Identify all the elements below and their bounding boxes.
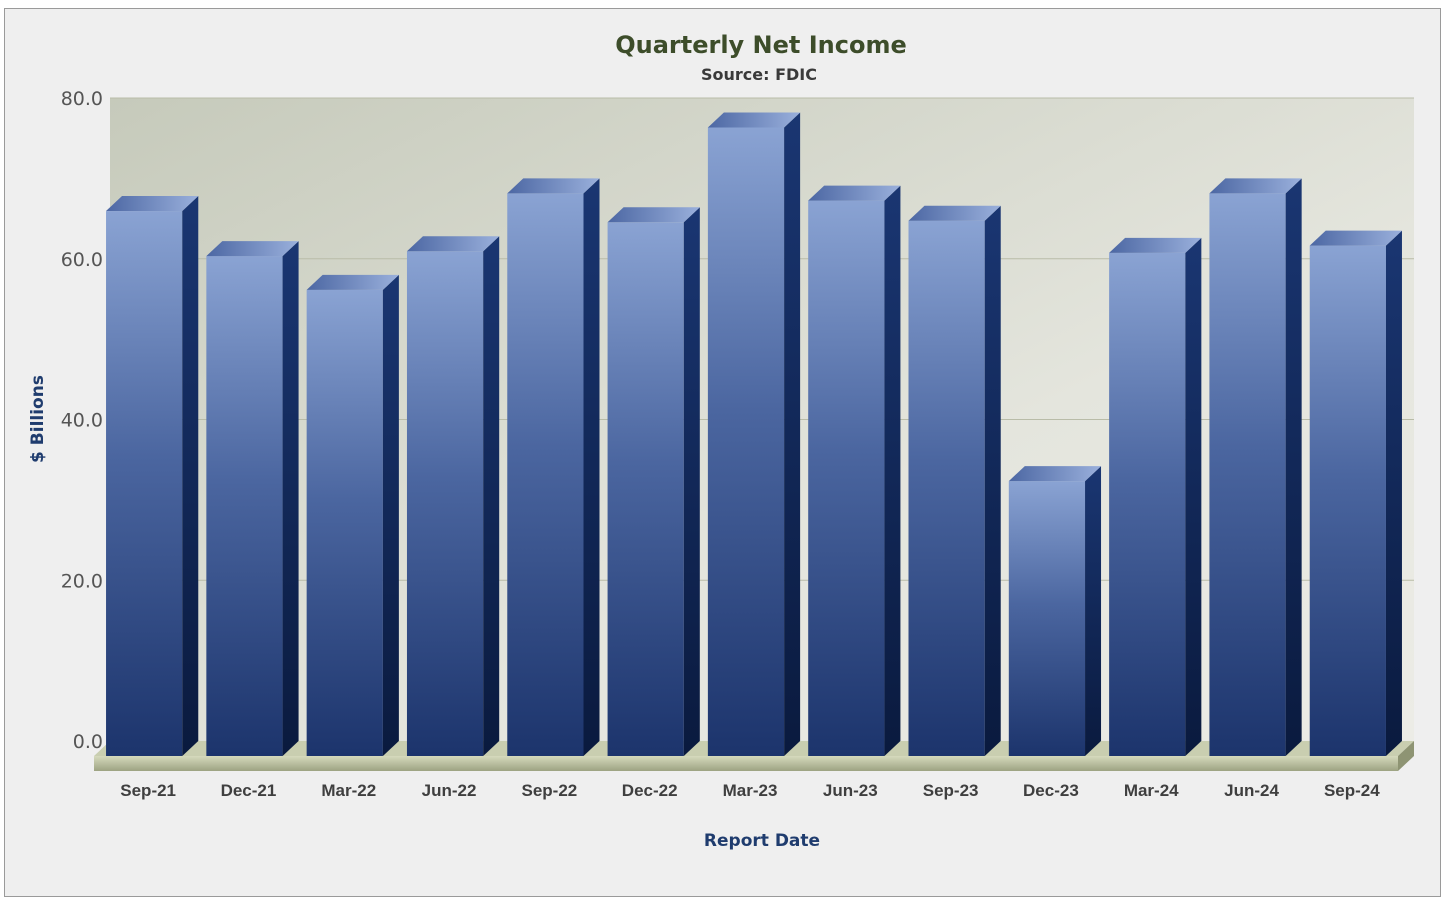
y-axis-label: $ Billions (28, 375, 48, 463)
bar-side (382, 274, 399, 756)
bar-top (707, 112, 801, 128)
y-tick-label: 20.0 (61, 570, 103, 592)
bar (1309, 230, 1402, 756)
bar-top (1309, 230, 1402, 246)
bar-front (607, 222, 684, 756)
bar (507, 178, 600, 756)
bar (908, 205, 1001, 756)
bar-side (683, 207, 700, 756)
bar-front (908, 220, 985, 756)
bar-top (808, 185, 901, 201)
bar (1008, 466, 1102, 756)
x-tick-label: Dec-22 (622, 781, 678, 800)
y-tick-label: 40.0 (61, 410, 103, 432)
y-tick-label: 0.0 (73, 731, 103, 753)
bar-front (1209, 193, 1286, 756)
bar (306, 274, 399, 756)
bar (707, 112, 801, 756)
y-tick-label: 60.0 (61, 249, 103, 271)
bar-top (507, 178, 600, 194)
y-tick-label: 80.0 (61, 88, 103, 110)
x-tick-label: Jun-23 (823, 781, 878, 800)
bar-side (1285, 178, 1302, 756)
bar-side (282, 241, 299, 756)
chart-title: Quarterly Net Income (615, 31, 907, 59)
x-tick-label: Sep-24 (1324, 781, 1380, 800)
x-axis-label: Report Date (704, 831, 820, 851)
y-axis-ticks: 0.0 20.0 40.0 60.0 80.0 (61, 88, 103, 753)
x-tick-label: Jun-24 (1224, 781, 1279, 800)
bar (607, 207, 700, 756)
bar-front (106, 211, 183, 756)
x-tick-label: Mar-23 (723, 781, 778, 800)
bar-front (206, 256, 283, 756)
bars (106, 112, 1402, 757)
bar-side (984, 205, 1001, 756)
bar-side (483, 236, 500, 756)
bar-side (884, 185, 901, 756)
bar-front (1309, 245, 1386, 756)
bar (106, 196, 199, 756)
bar-top (1109, 237, 1202, 253)
bar-top (607, 207, 700, 223)
bar-front (406, 251, 484, 756)
x-tick-label: Sep-22 (522, 781, 578, 800)
bar-side (1185, 237, 1202, 757)
bar-top (406, 236, 500, 252)
x-tick-label: Dec-21 (221, 781, 277, 800)
x-tick-label: Mar-24 (1124, 781, 1179, 800)
bar-front (808, 200, 885, 756)
x-axis-ticks: Sep-21 Dec-21 Mar-22 Jun-22 Sep-22 Dec-22 Mar-… (120, 781, 1380, 800)
bar-front (1008, 481, 1086, 756)
bar-front (507, 193, 584, 756)
bar-top (1209, 178, 1302, 194)
x-tick-label: Sep-21 (120, 781, 176, 800)
bar-top (106, 196, 199, 212)
x-tick-label: Sep-23 (923, 781, 979, 800)
bar-top (206, 241, 299, 257)
bar-top (1008, 466, 1102, 482)
bar-top (908, 205, 1001, 221)
bar (1109, 237, 1202, 757)
bar (406, 236, 500, 756)
x-tick-label: Dec-23 (1023, 781, 1079, 800)
bar-side (784, 112, 801, 756)
bar-side (1385, 230, 1402, 756)
bar (206, 241, 299, 756)
bar-front (707, 127, 785, 756)
bar-front (306, 289, 383, 756)
bar-side (182, 196, 199, 756)
bar (1209, 178, 1302, 756)
chart-subtitle: Source: FDIC (701, 65, 817, 84)
bar-front (1109, 252, 1186, 757)
bar-side (583, 178, 600, 756)
x-tick-label: Mar-22 (321, 781, 376, 800)
bar-top (306, 274, 399, 290)
bar (808, 185, 901, 756)
x-tick-label: Jun-22 (422, 781, 477, 800)
bar-side (1085, 466, 1102, 756)
